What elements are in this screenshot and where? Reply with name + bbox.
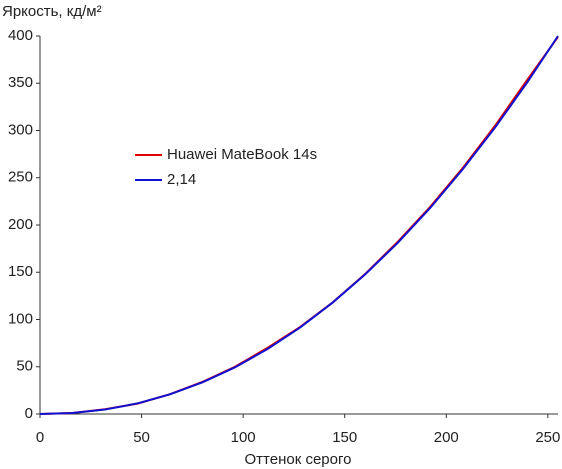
x-tick-label: 250 [535, 429, 560, 446]
data-line [39, 36, 559, 415]
x-tick-label: 200 [434, 429, 459, 446]
x-axis-label: Оттенок серого [245, 451, 352, 468]
x-tick-label: 150 [332, 429, 357, 446]
data-line [39, 35, 559, 415]
y-tick-label: 150 [8, 263, 33, 280]
y-axis-label: Яркость, кд/м² [2, 3, 102, 20]
x-tick-label: 100 [231, 429, 256, 446]
y-tick-label: 250 [8, 169, 33, 186]
y-tick-label: 100 [8, 310, 33, 327]
y-tick-label: 50 [16, 358, 33, 375]
y-tick-label: 0 [25, 405, 33, 422]
y-tick-label: 300 [8, 121, 33, 138]
y-tick-label: 200 [8, 216, 33, 233]
legend-label: Huawei MateBook 14s [167, 146, 317, 163]
x-tick-label: 0 [36, 429, 44, 446]
y-tick-label: 350 [8, 74, 33, 91]
y-tick-label: 400 [8, 27, 33, 44]
legend-label: 2,14 [167, 171, 196, 188]
x-tick-label: 50 [133, 429, 150, 446]
